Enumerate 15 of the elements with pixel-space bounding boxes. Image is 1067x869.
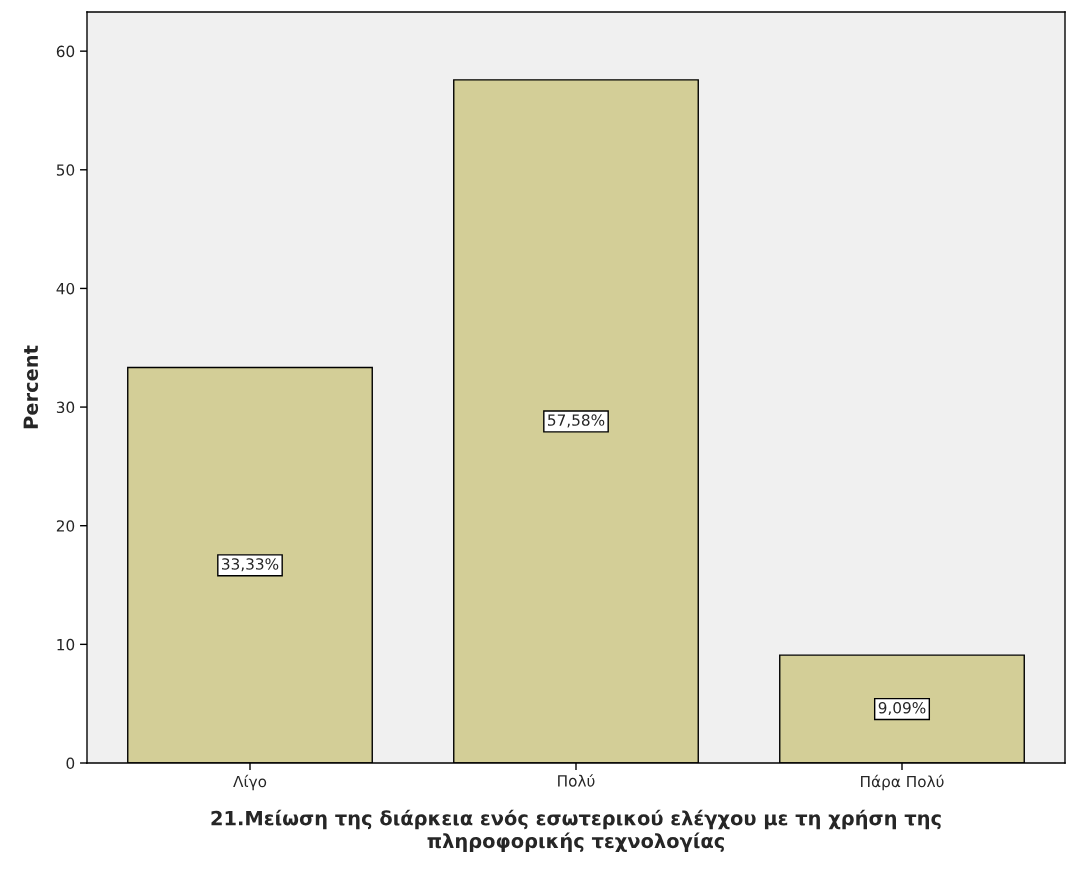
x-tick-label: Λίγο — [233, 774, 267, 791]
y-tick-label: 20 — [56, 520, 75, 532]
y-tick-label: 10 — [57, 638, 75, 651]
y-tick-label: 40 — [56, 282, 75, 295]
y-axis-title: Percent — [23, 345, 39, 429]
data-label: 9,09% — [878, 701, 926, 716]
y-tick-label: 0 — [66, 757, 75, 770]
y-tick-label: 60 — [56, 45, 75, 58]
y-tick-label: 30 — [56, 401, 75, 414]
y-tick-label: 50 — [56, 164, 75, 176]
x-axis-title: 21.Μείωση της διάρκεια ενός εσωτερικού ελέγχου με τη χρήση της πληροφορικής τεχνολογίας — [211, 809, 941, 852]
x-tick-label: Πολύ — [558, 774, 595, 787]
data-label: 57,58% — [548, 414, 605, 428]
data-label: 33,33% — [222, 558, 279, 572]
x-tick-label: Πάρα Πολύ — [861, 774, 944, 791]
